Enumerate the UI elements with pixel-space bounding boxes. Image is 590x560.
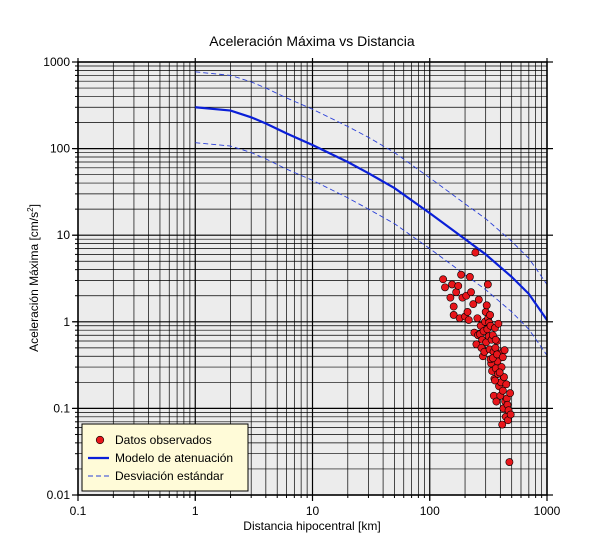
observed-point bbox=[483, 280, 492, 289]
y-tick-label: 10 bbox=[57, 228, 71, 242]
observed-point bbox=[506, 389, 515, 398]
legend-label: Modelo de atenuación bbox=[115, 451, 233, 465]
observed-point bbox=[498, 386, 507, 395]
observed-point bbox=[465, 272, 474, 281]
observed-point bbox=[498, 353, 507, 362]
observed-point bbox=[505, 458, 514, 466]
grid-lines bbox=[78, 62, 547, 495]
y-axis-label: Aceleración Máxima [cm/s2] bbox=[26, 204, 41, 352]
observed-point bbox=[469, 300, 478, 309]
observed-point bbox=[449, 302, 458, 311]
y-axis-label-superscript: 2 bbox=[26, 207, 35, 212]
std-deviation-line-2 bbox=[195, 142, 548, 356]
observed-point bbox=[506, 410, 515, 419]
observed-point bbox=[473, 314, 482, 323]
observed-point bbox=[441, 283, 449, 292]
x-tick-label: 0.1 bbox=[70, 504, 87, 518]
y-tick-label: 1000 bbox=[43, 55, 70, 69]
observed-point bbox=[449, 311, 458, 319]
model-lines bbox=[195, 71, 548, 356]
legend-label: Desviación estándar bbox=[115, 469, 224, 483]
legend-box bbox=[81, 423, 249, 492]
attenuation-model-line bbox=[195, 106, 548, 321]
observed-point bbox=[471, 248, 480, 257]
observed-point bbox=[486, 311, 494, 319]
x-tick-label: 10 bbox=[306, 504, 320, 518]
x-tick-label: 1000 bbox=[534, 504, 561, 518]
legend-label: Datos observados bbox=[115, 433, 212, 447]
observed-point bbox=[495, 368, 504, 377]
y-tick-label: 1 bbox=[63, 315, 70, 329]
observed-point bbox=[498, 420, 507, 429]
std-deviation-line-1 bbox=[195, 71, 548, 285]
observed-point bbox=[463, 308, 472, 316]
y-axis-ticks: 0.01 0.1 1 10 100 1000 bbox=[43, 55, 553, 502]
chart-title: Aceleración Máxima vs Distancia bbox=[209, 33, 415, 49]
observed-point bbox=[482, 301, 491, 310]
observed-point bbox=[464, 316, 473, 324]
observed-point bbox=[457, 270, 465, 279]
y-tick-label: 0.01 bbox=[47, 488, 71, 502]
observed-points bbox=[439, 248, 515, 466]
x-tick-label: 1 bbox=[192, 504, 199, 518]
observed-point bbox=[491, 335, 500, 344]
y-axis-label-close: ] bbox=[27, 204, 41, 207]
observed-point bbox=[446, 293, 455, 302]
legend: Datos observados Modelo de atenuación Desv… bbox=[81, 423, 249, 492]
observed-point bbox=[439, 275, 448, 284]
observed-point bbox=[491, 376, 499, 385]
observed-point bbox=[502, 380, 511, 389]
observed-point bbox=[494, 319, 503, 328]
x-axis-ticks: 0.1 1 10 100 1000 bbox=[70, 58, 561, 518]
observed-point bbox=[467, 288, 475, 297]
observed-point bbox=[492, 397, 501, 406]
x-tick-label: 100 bbox=[420, 504, 440, 518]
observed-point bbox=[454, 281, 463, 290]
observed-point bbox=[474, 295, 483, 304]
y-tick-label: 100 bbox=[50, 142, 70, 156]
observed-point bbox=[500, 346, 509, 355]
y-axis-label-main: Aceleración Máxima [cm/s bbox=[27, 212, 41, 352]
x-axis-label: Distancia hipocentral [km] bbox=[243, 519, 380, 533]
legend-marker-observed bbox=[95, 435, 105, 445]
y-tick-label: 0.1 bbox=[53, 401, 70, 415]
